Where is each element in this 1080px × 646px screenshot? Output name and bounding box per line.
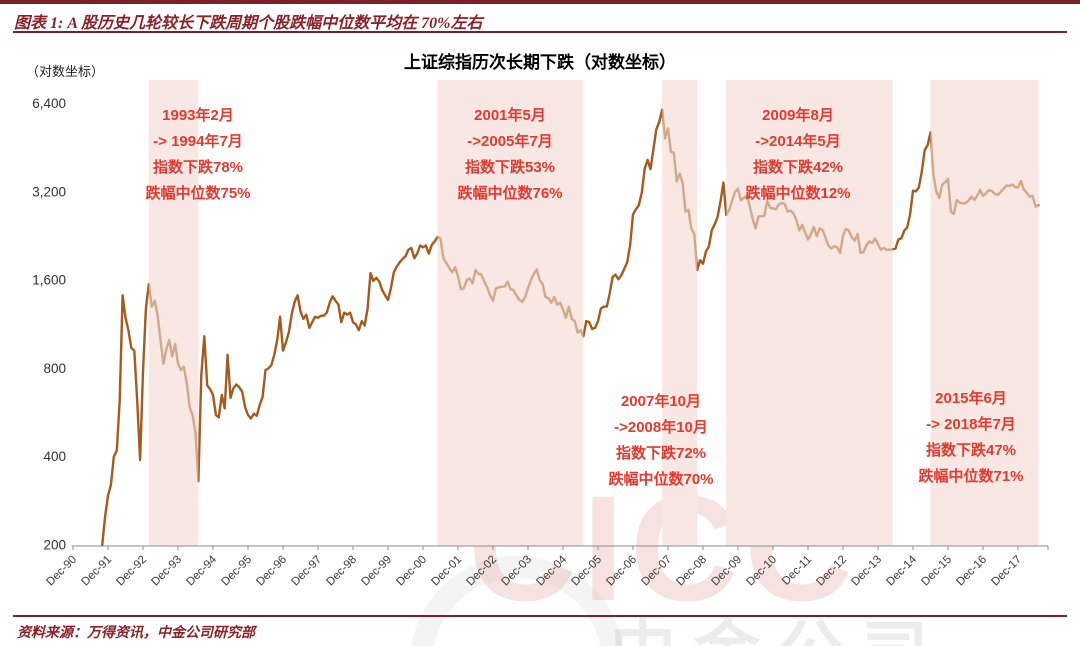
x-axis-label: Dec-05 xyxy=(569,554,604,589)
annotation-line: 指数下跌42% xyxy=(752,159,844,176)
x-axis-label: Dec-00 xyxy=(394,554,429,589)
decline-annotation: 2007年10月 ->2008年10月 指数下跌72% 跌幅中位数70% xyxy=(541,389,781,493)
annotation-line: 跌幅中位数76% xyxy=(457,185,563,202)
figure-caption: 图表 1: A 股历史几轮较长下跌周期个股跌幅中位数平均在 70%左右 xyxy=(14,15,483,32)
annotation-line: 2007年10月 xyxy=(620,393,702,410)
decline-annotation: 2015年6月 -> 2018年7月 指数下跌47% 跌幅中位数71% xyxy=(851,386,1080,490)
annotation-line: 1993年2月 xyxy=(162,107,234,124)
decline-band-overlay xyxy=(726,80,893,546)
x-axis-label: Dec-15 xyxy=(919,554,954,589)
annotation-line: 指数下跌78% xyxy=(152,159,244,176)
annotation-line: ->2014年5月 xyxy=(755,133,841,150)
header-divider xyxy=(13,31,1067,33)
footer-divider xyxy=(13,615,1067,617)
x-axis-label: Dec-91 xyxy=(79,554,114,589)
chart-title: 上证综指历次长期下跌（对数坐标） xyxy=(404,53,676,72)
x-axis-label: Dec-14 xyxy=(884,553,919,588)
annotation-line: 指数下跌47% xyxy=(925,442,1017,459)
x-axis-label: Dec-93 xyxy=(149,554,184,589)
annotation-line: 指数下跌53% xyxy=(464,159,556,176)
annotation-line: 指数下跌72% xyxy=(615,445,707,462)
log-scale-note: （对数坐标） xyxy=(26,64,105,79)
x-axis-label: Dec-08 xyxy=(674,554,709,589)
x-axis-label: Dec-01 xyxy=(429,554,464,589)
watermark-company-name: 中金公司 xyxy=(610,598,946,646)
x-axis-label: Dec-98 xyxy=(324,554,359,589)
annotation-line: 2001年5月 xyxy=(474,107,546,124)
x-axis-label: Dec-16 xyxy=(954,554,989,589)
x-axis-label: Dec-92 xyxy=(114,554,149,589)
x-axis-label: Dec-13 xyxy=(849,554,884,589)
annotation-line: 2015年6月 xyxy=(935,390,1007,407)
x-axis-label: Dec-17 xyxy=(989,554,1024,589)
top-accent-bar xyxy=(0,0,1080,4)
decline-band-overlay xyxy=(930,80,1039,546)
decline-annotation: 2001年5月 ->2005年7月 指数下跌53% 跌幅中位数76% xyxy=(390,103,630,207)
y-axis-label: 200 xyxy=(43,538,66,553)
x-axis-label: Dec-90 xyxy=(44,554,79,589)
x-axis-label: Dec-95 xyxy=(219,554,254,589)
x-axis-label: Dec-12 xyxy=(814,554,849,589)
x-axis-label: Dec-03 xyxy=(499,554,534,589)
y-axis-label: 1,600 xyxy=(32,273,66,288)
decline-band-overlay xyxy=(662,80,698,546)
decline-band-overlay xyxy=(148,80,199,546)
x-axis-label: Dec-06 xyxy=(604,554,639,589)
x-axis-label: Dec-99 xyxy=(359,554,394,589)
x-axis-label: Dec-96 xyxy=(254,554,289,589)
annotation-line: 2009年8月 xyxy=(762,107,834,124)
y-axis-label: 6,400 xyxy=(32,96,66,111)
x-axis-label: Dec-04 xyxy=(534,553,569,588)
x-axis-label: Dec-11 xyxy=(780,554,814,588)
y-axis-label: 400 xyxy=(43,449,66,464)
annotation-line: -> 1994年7月 xyxy=(153,133,243,150)
decline-annotation: 2009年8月 ->2014年5月 指数下跌42% 跌幅中位数12% xyxy=(678,103,918,207)
annotation-line: 跌幅中位数70% xyxy=(608,471,714,488)
source-note: 资料来源：万得资讯，中金公司研究部 xyxy=(17,626,255,641)
annotation-line: ->2005年7月 xyxy=(467,133,553,150)
decline-band-overlay xyxy=(437,80,584,546)
x-axis-label: Dec-09 xyxy=(709,554,744,589)
annotation-line: 跌幅中位数12% xyxy=(745,185,851,202)
x-axis-label: Dec-02 xyxy=(464,554,499,589)
decline-annotation: 1993年2月 -> 1994年7月 指数下跌78% 跌幅中位数75% xyxy=(78,103,318,207)
annotation-line: ->2008年10月 xyxy=(614,419,708,436)
y-axis-label: 800 xyxy=(43,361,66,376)
x-axis-label: Dec-94 xyxy=(184,553,219,588)
annotation-line: -> 2018年7月 xyxy=(926,416,1016,433)
x-axis-label: Dec-10 xyxy=(744,554,779,589)
x-axis-label: Dec-97 xyxy=(289,554,324,589)
annotation-line: 跌幅中位数71% xyxy=(918,468,1024,485)
annotation-line: 跌幅中位数75% xyxy=(145,185,251,202)
y-axis-label: 3,200 xyxy=(32,184,66,199)
x-axis-label: Dec-07 xyxy=(639,554,674,589)
